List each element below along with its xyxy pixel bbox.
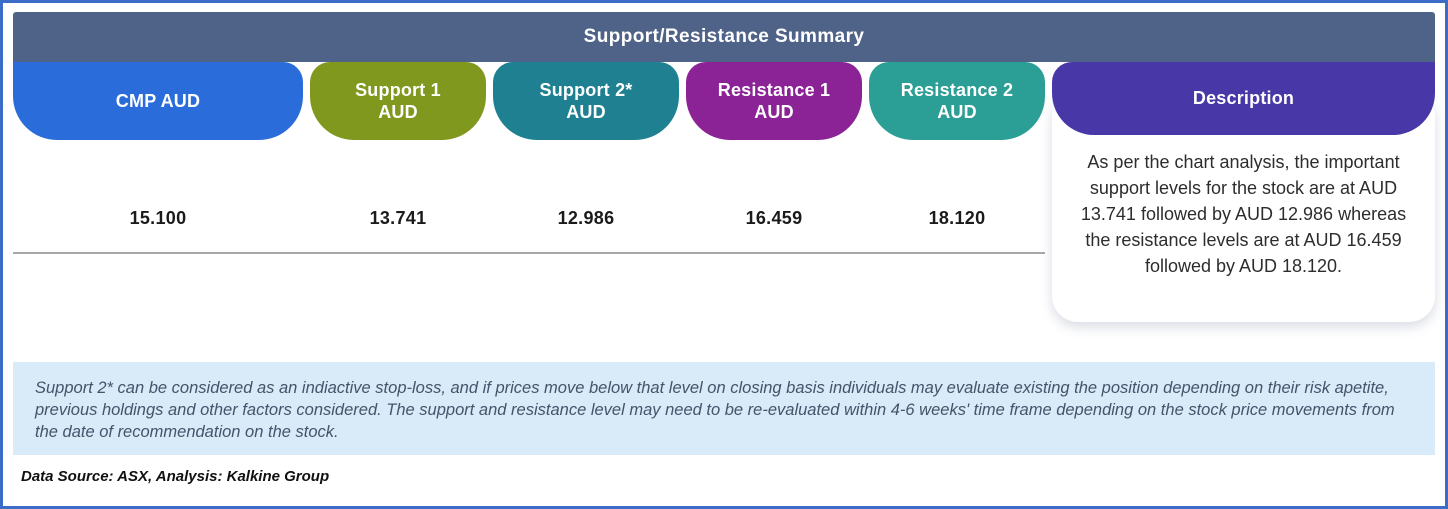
- column-header-label: AUD: [378, 102, 418, 122]
- data-source-line: Data Source: ASX, Analysis: Kalkine Grou…: [21, 468, 330, 485]
- column-header-label: AUD: [754, 102, 794, 122]
- column-header-resistance1: Resistance 1 AUD: [686, 62, 862, 140]
- column-header-label: AUD: [566, 102, 606, 122]
- column-header-label: Description: [1192, 88, 1295, 108]
- cell-support2-value: 12.986: [557, 207, 615, 228]
- column-header-label: AUD: [937, 102, 977, 122]
- cell-support1-value: 13.741: [369, 207, 427, 228]
- description-column: Description As per the chart analysis, t…: [1052, 62, 1435, 322]
- cell-resistance2-value: 18.120: [928, 207, 986, 228]
- column-header-support2: Support 2* AUD: [493, 62, 679, 140]
- column-header-row: CMP AUD Support 1 AUD Support 2* AUD Res…: [13, 62, 1045, 140]
- column-header-label: Resistance 2: [900, 79, 1014, 100]
- column-header-resistance2: Resistance 2 AUD: [869, 62, 1045, 140]
- value-columns: CMP AUD Support 1 AUD Support 2* AUD Res…: [13, 62, 1045, 322]
- summary-table: CMP AUD Support 1 AUD Support 2* AUD Res…: [13, 62, 1435, 322]
- table-header-bar: Support/Resistance Summary: [13, 12, 1435, 62]
- column-header-support1: Support 1 AUD: [310, 62, 486, 140]
- footnote-box: Support 2* can be considered as an india…: [13, 362, 1435, 455]
- table-row: 15.100 13.741 12.986 16.459 18.120: [13, 140, 1045, 252]
- table-title: Support/Resistance Summary: [583, 26, 865, 47]
- column-header-cmp: CMP AUD: [13, 62, 303, 140]
- cell-resistance1-value: 16.459: [745, 207, 803, 228]
- footnote-text: Support 2* can be considered as an india…: [35, 379, 1395, 441]
- column-header-label: CMP AUD: [115, 90, 201, 111]
- cell-cmp-value: 15.100: [129, 207, 187, 228]
- description-text: As per the chart analysis, the important…: [1080, 152, 1407, 276]
- column-header-label: Support 2*: [539, 79, 633, 100]
- column-header-label: Resistance 1: [717, 79, 831, 100]
- column-header-description: Description: [1052, 62, 1435, 135]
- row-divider: [13, 252, 1045, 254]
- column-header-label: Support 1: [355, 79, 441, 100]
